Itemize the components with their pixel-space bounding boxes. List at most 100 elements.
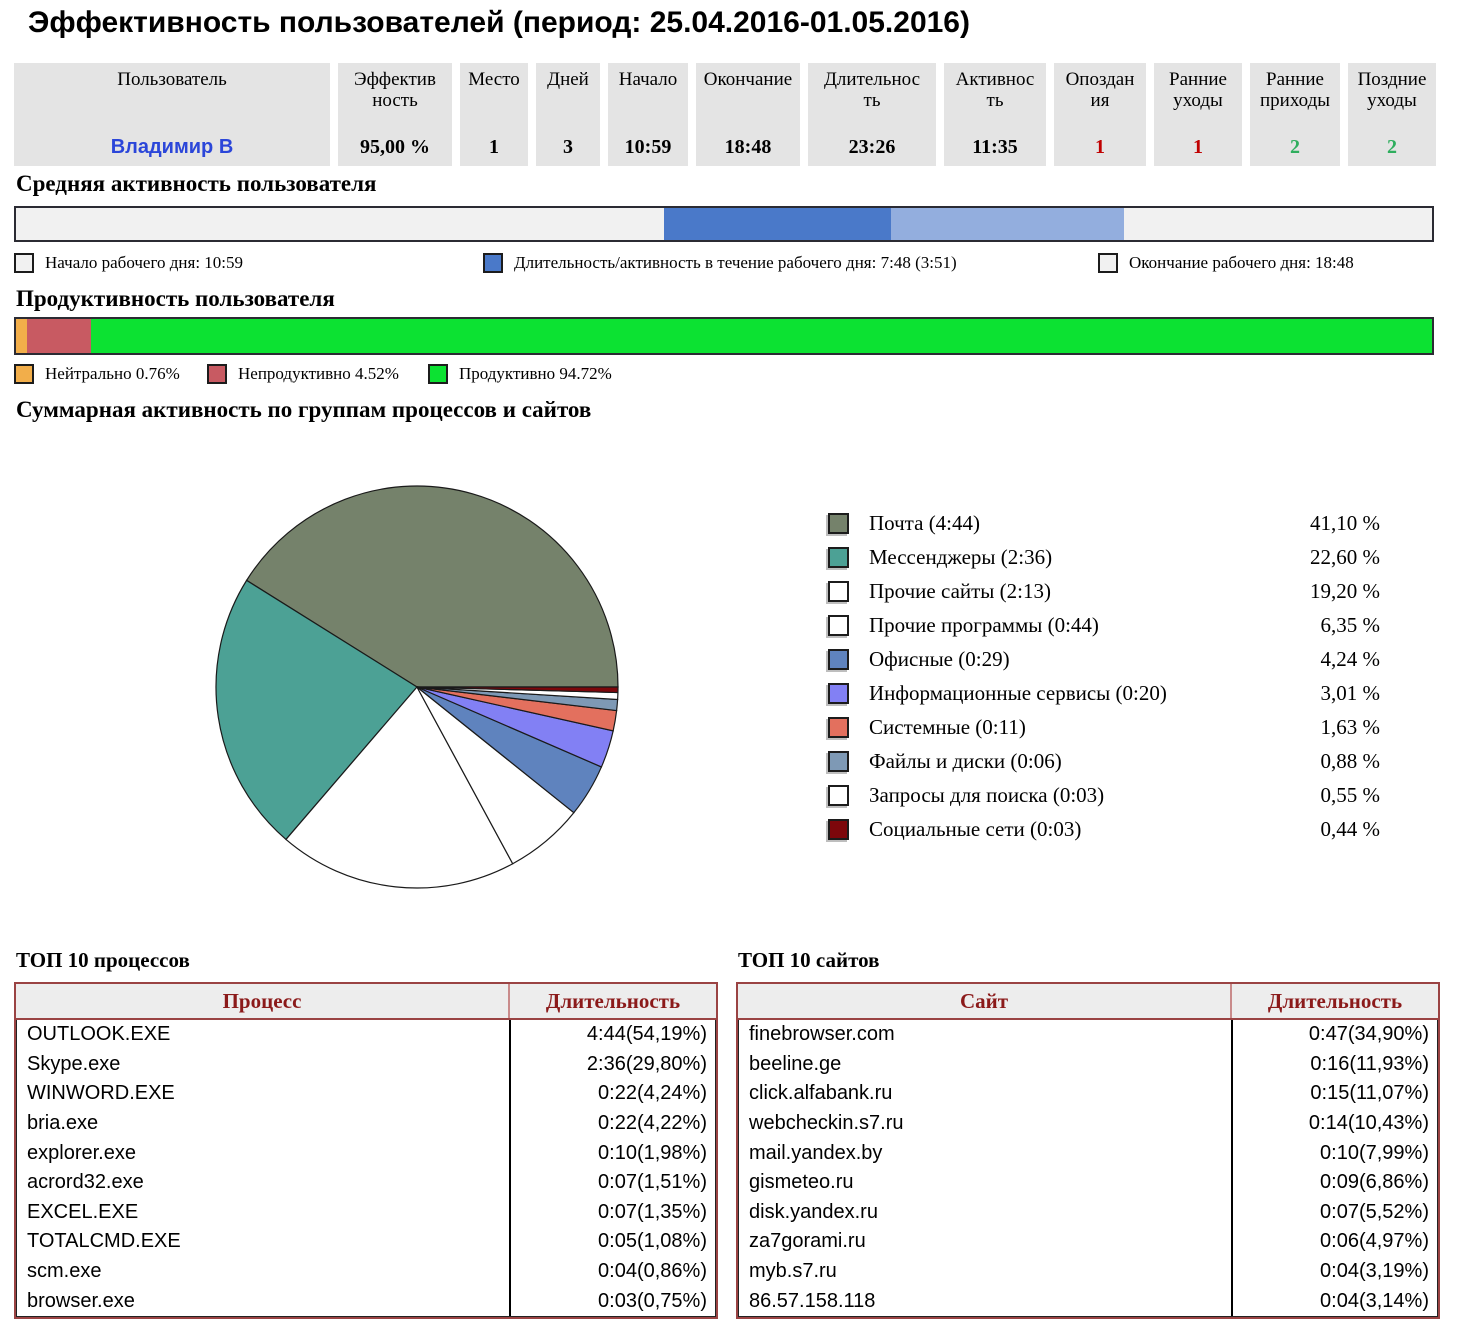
site-cell-duration: 0:15(11,07%) [1310,1082,1429,1105]
pie-legend-item: Запросы для поиска (0:03) 0,55 % [828,778,1380,812]
summary-column-header: Длительнос ть [823,69,921,112]
pie-legend-percent: 22,60 % [1310,544,1380,569]
table-row: click.alfabank.ru 0:15(11,07%) [739,1079,1437,1109]
pie-legend-swatch [828,546,849,568]
site-cell-duration: 0:10(7,99%) [1320,1141,1429,1164]
pie-legend-swatch [828,682,849,704]
table-row: OUTLOOK.EXE 4:44(54,19%) [17,1020,715,1050]
summary-value: 2 [1290,136,1300,158]
table-row: scm.exe 0:04(0,86%) [17,1256,715,1287]
pie-section-heading: Суммарная активность по группам процессо… [16,397,592,422]
summary-column-header: Поздние уходы [1357,69,1427,112]
process-header-name: Процесс [16,984,510,1018]
site-cell-duration: 0:47(34,90%) [1308,1023,1429,1046]
productivity-section-heading: Продуктивность пользователя [16,286,335,311]
summary-column-header: Место [468,69,520,90]
site-cell-name: gismeteo.ru [739,1167,1233,1198]
table-row: Skype.exe 2:36(29,80%) [17,1049,715,1080]
table-row: EXCEL.EXE 0:07(1,35%) [17,1197,715,1228]
pie-slice [416,686,619,694]
process-cell-duration: 0:05(1,08%) [598,1230,707,1253]
table-row: disk.yandex.ru 0:07(5,52%) [739,1197,1437,1228]
summary-value: 18:48 [724,136,772,158]
pie-legend-item: Информационные сервисы (0:20) 3,01 % [828,676,1380,710]
process-cell-name: bria.exe [17,1108,511,1139]
pie-legend-label: Прочие программы (0:44) [869,612,1099,637]
productivity-segment [26,319,91,353]
process-cell-duration: 0:07(1,51%) [598,1171,707,1194]
table-row: gismeteo.ru 0:09(6,86%) [739,1167,1437,1198]
productivity-legend-label: Нейтрально 0.76% [45,364,180,383]
process-cell-name: EXCEL.EXE [17,1197,511,1228]
process-header-row: Процесс Длительность [16,984,716,1020]
site-cell-name: webcheckin.s7.ru [739,1108,1233,1139]
summary-column: Дней 3 [536,63,600,166]
site-header-duration: Длительность [1267,988,1403,1013]
pie-legend-item: Почта (4:44) 41,10 % [828,506,1380,540]
table-row: acrord32.exe 0:07(1,51%) [17,1167,715,1198]
process-cell-name: browser.exe [17,1286,511,1316]
pie-legend-item: Системные (0:11) 1,63 % [828,710,1380,744]
summary-column-header: Окончание [703,69,793,90]
pie-legend-swatch [828,512,849,534]
pie-legend-percent: 41,10 % [1310,510,1380,535]
summary-value: 3 [563,136,573,158]
summary-column-header: Пользователь [117,69,227,90]
activity-active-segment [664,208,892,240]
process-cell-name: Skype.exe [17,1049,511,1080]
pie-legend-label: Мессенджеры (2:36) [869,544,1053,569]
site-cell-duration: 0:14(10,43%) [1308,1112,1429,1135]
process-body: OUTLOOK.EXE 4:44(54,19%) Skype.exe 2:36(29,… [16,1020,716,1317]
site-body: finebrowser.com 0:47(34,90%) beeline.ge 0:1… [738,1020,1438,1317]
summary-column: Окончание 18:48 [696,63,800,166]
pie-legend-swatch [828,716,849,738]
activity-legend-item: Начало рабочего дня: 10:59 [14,253,243,273]
process-cell-duration: 0:10(1,98%) [598,1141,707,1164]
pie-slice [285,685,514,889]
user-link[interactable]: Владимир В [110,136,234,158]
activity-groups-pie-chart [215,485,619,889]
table-row: WINWORD.EXE 0:22(4,24%) [17,1079,715,1109]
pie-legend-swatch [828,818,849,840]
activity-legend-label: Длительность/активность в течение рабоче… [514,253,957,272]
site-cell-duration: 0:09(6,86%) [1320,1171,1429,1194]
activity-legend-swatch [483,253,503,273]
summary-column: Длительнос ть 23:26 [808,63,936,166]
top-processes-title: ТОП 10 процессов [16,948,190,972]
process-cell-duration: 0:22(4,22%) [598,1112,707,1135]
pie-legend-item: Мессенджеры (2:36) 22,60 % [828,540,1380,574]
site-cell-duration: 0:04(3,14%) [1320,1289,1429,1312]
table-row: za7gorami.ru 0:06(4,97%) [739,1227,1437,1257]
pie-slice [215,579,418,841]
pie-legend-label: Информационные сервисы (0:20) [869,680,1167,705]
process-header-duration: Длительность [545,988,681,1013]
user-summary-table: Пользователь Владимир В Эффектив ность 95,0… [14,63,1436,166]
summary-value: 23:26 [848,136,896,158]
site-cell-name: disk.yandex.ru [739,1197,1233,1228]
summary-value: 2 [1387,136,1397,158]
productivity-legend: Нейтрально 0.76% Непродуктивно 4.52% Проду… [14,364,1434,392]
summary-column-header: Эффектив ность [354,69,436,112]
summary-column-header: Ранние приходы [1260,69,1330,112]
site-cell-duration: 0:16(11,93%) [1310,1052,1429,1075]
pie-legend-swatch [828,750,849,772]
pie-legend-percent: 3,01 % [1320,680,1381,705]
summary-value: 1 [489,136,499,158]
productivity-legend-swatch [428,364,448,384]
site-cell-name: click.alfabank.ru [739,1079,1233,1109]
process-cell-duration: 2:36(29,80%) [586,1052,707,1075]
process-cell-duration: 0:22(4,24%) [598,1082,707,1105]
pie-legend-percent: 4,24 % [1320,646,1381,671]
pie-legend-percent: 1,63 % [1320,714,1381,739]
pie-legend-item: Офисные (0:29) 4,24 % [828,642,1380,676]
activity-rest-segment [891,208,1125,240]
table-row: webcheckin.s7.ru 0:14(10,43%) [739,1108,1437,1139]
process-cell-name: WINWORD.EXE [17,1079,511,1109]
pie-legend-label: Системные (0:11) [869,714,1026,739]
summary-value: 1 [1193,136,1203,158]
summary-column-header: Активнос ть [955,69,1035,112]
process-cell-duration: 0:07(1,35%) [598,1200,707,1223]
pie-legend-swatch [828,784,849,806]
activity-legend-label: Начало рабочего дня: 10:59 [45,253,244,272]
